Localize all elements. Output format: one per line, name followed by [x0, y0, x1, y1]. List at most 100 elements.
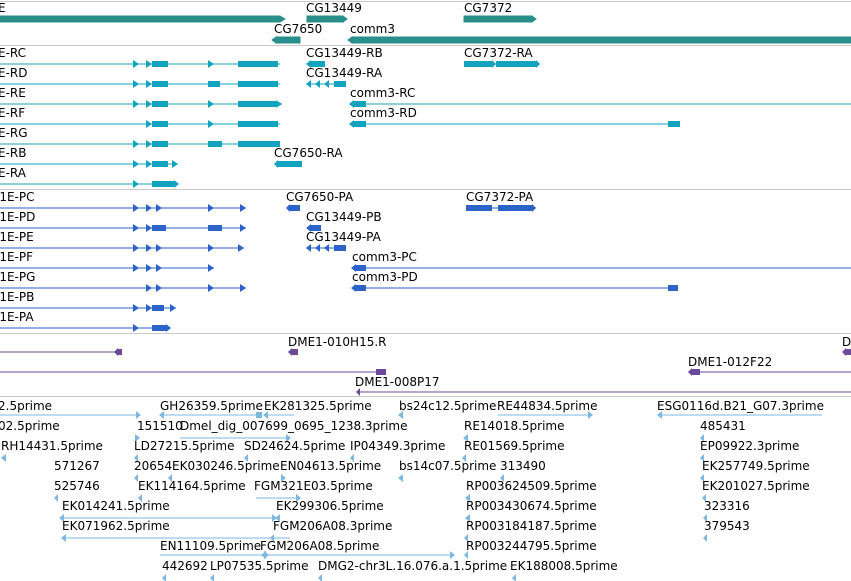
est-glyph[interactable] — [464, 551, 468, 559]
est-label[interactable]: 571267 — [54, 459, 100, 473]
gene-label[interactable]: comm3 — [350, 22, 395, 36]
transcript-label[interactable]: E-RC — [0, 46, 27, 60]
protein-label[interactable]: T1E-PC — [0, 190, 35, 204]
est-glyph[interactable] — [263, 411, 294, 419]
est-label[interactable]: bs24c12.5prime — [399, 399, 497, 413]
transcript-glyph[interactable] — [464, 60, 540, 68]
est-label[interactable]: RH14431.5prime — [1, 439, 103, 453]
transcript-glyph[interactable] — [306, 80, 346, 88]
gene-glyph[interactable] — [463, 15, 533, 23]
est-glyph[interactable] — [498, 411, 593, 419]
est-glyph[interactable] — [134, 454, 138, 462]
est-glyph[interactable] — [700, 454, 704, 462]
transcript-glyph[interactable] — [0, 100, 282, 108]
protein-label[interactable]: T1E-PA — [0, 310, 34, 324]
clone-glyph[interactable] — [288, 348, 298, 356]
protein-label[interactable]: T1E-PD — [0, 210, 36, 224]
est-label[interactable]: RP003244795.5prime — [466, 539, 597, 553]
est-glyph[interactable] — [180, 434, 291, 442]
protein-label[interactable]: T1E-PB — [0, 290, 35, 304]
est-glyph[interactable] — [703, 534, 707, 542]
transcript-label[interactable]: comm3-RC — [350, 86, 416, 100]
est-label[interactable]: EK188008.5prime — [510, 559, 618, 573]
est-glyph[interactable] — [500, 474, 504, 482]
est-label[interactable]: RP003430674.5prime — [466, 499, 597, 513]
transcript-glyph[interactable] — [0, 120, 280, 128]
est-label[interactable]: EN04613.5prime — [280, 459, 382, 473]
est-label[interactable]: RE14018.5prime — [464, 419, 565, 433]
est-glyph[interactable] — [54, 494, 58, 502]
protein-label[interactable]: CG13449-PA — [306, 230, 381, 244]
est-label[interactable]: FGM206A08.3prime — [273, 519, 393, 533]
est-label[interactable]: EN11109.5prime — [160, 539, 262, 553]
est-label[interactable]: RP003624509.5prime — [466, 479, 597, 493]
clone-label[interactable]: DME1-012F22 — [688, 355, 773, 369]
est-label[interactable]: FGM206A08.5prime — [260, 539, 380, 553]
est-label[interactable]: EK201027.5prime — [702, 479, 810, 493]
transcript-label[interactable]: CG13449-RB — [306, 46, 383, 60]
clone-glyph[interactable] — [0, 348, 122, 356]
protein-glyph[interactable] — [0, 284, 246, 292]
protein-glyph[interactable] — [351, 264, 851, 272]
est-glyph[interactable] — [464, 534, 468, 542]
est-label[interactable]: 485431 — [700, 419, 746, 433]
protein-glyph[interactable] — [306, 224, 321, 232]
transcript-label[interactable]: E-RB — [0, 146, 27, 160]
est-glyph[interactable] — [465, 494, 470, 502]
est-glyph[interactable] — [350, 454, 354, 462]
protein-glyph[interactable] — [0, 264, 214, 272]
clone-glyph[interactable] — [0, 369, 386, 375]
est-glyph[interactable] — [61, 534, 290, 542]
est-label[interactable]: 313490 — [500, 459, 546, 473]
protein-label[interactable]: comm3-PC — [352, 250, 417, 264]
protein-glyph[interactable] — [0, 224, 246, 232]
protein-glyph[interactable] — [286, 204, 300, 212]
est-glyph[interactable] — [463, 434, 468, 442]
transcript-glyph[interactable] — [306, 60, 325, 68]
gene-glyph[interactable] — [275, 36, 301, 44]
est-glyph[interactable] — [210, 574, 214, 581]
gene-label[interactable]: CG13449 — [306, 1, 362, 15]
protein-label[interactable]: comm3-PD — [352, 270, 418, 284]
est-label[interactable]: SD24624.5prime — [244, 439, 346, 453]
est-label[interactable]: EK257749.5prime — [702, 459, 810, 473]
est-glyph[interactable] — [261, 551, 455, 559]
transcript-glyph[interactable] — [274, 160, 302, 168]
clone-label[interactable]: DME1-010H15.R — [288, 335, 387, 349]
est-label[interactable]: RE44834.5prime — [497, 399, 598, 413]
est-glyph[interactable] — [512, 574, 516, 581]
transcript-label[interactable]: comm3-RD — [350, 106, 417, 120]
protein-glyph[interactable] — [351, 284, 678, 292]
protein-glyph[interactable] — [466, 204, 536, 212]
gene-glyph[interactable] — [0, 15, 281, 23]
est-label[interactable]: RE01569.5prime — [464, 439, 565, 453]
transcript-label[interactable]: E-RD — [0, 66, 28, 80]
transcript-glyph[interactable] — [0, 80, 280, 88]
est-glyph[interactable] — [281, 474, 286, 482]
est-glyph[interactable] — [702, 494, 706, 502]
est-label[interactable]: DMG2-chr3L.16.076.a.1.5prime — [318, 559, 508, 573]
clone-glyph[interactable] — [842, 348, 851, 356]
protein-glyph[interactable] — [0, 324, 171, 332]
protein-glyph[interactable] — [0, 204, 246, 212]
est-label[interactable]: EK281325.5prime — [264, 399, 372, 413]
est-glyph[interactable] — [657, 411, 822, 419]
est-label[interactable]: EK014241.5prime — [62, 499, 170, 513]
est-glyph[interactable] — [398, 411, 403, 419]
transcript-label[interactable]: E-RA — [0, 166, 26, 180]
est-label[interactable]: ESG0116d.B21_G07.3prime — [657, 399, 824, 413]
transcript-label[interactable]: E-RF — [0, 106, 26, 120]
est-label[interactable]: 525746 — [54, 479, 100, 493]
clone-label[interactable]: DME1-008P17 — [355, 375, 440, 389]
est-label[interactable]: LP07535.5prime — [210, 559, 309, 573]
est-glyph[interactable] — [162, 574, 166, 581]
transcript-glyph[interactable] — [0, 160, 178, 168]
est-glyph[interactable] — [159, 411, 262, 419]
est-label[interactable]: 02.5prime — [0, 419, 60, 433]
est-glyph[interactable] — [462, 454, 466, 462]
protein-glyph[interactable] — [0, 304, 176, 312]
est-glyph[interactable] — [256, 494, 301, 502]
est-glyph[interactable] — [138, 494, 142, 502]
gene-label[interactable]: E — [0, 1, 6, 15]
est-label[interactable]: IP04349.3prime — [350, 439, 446, 453]
